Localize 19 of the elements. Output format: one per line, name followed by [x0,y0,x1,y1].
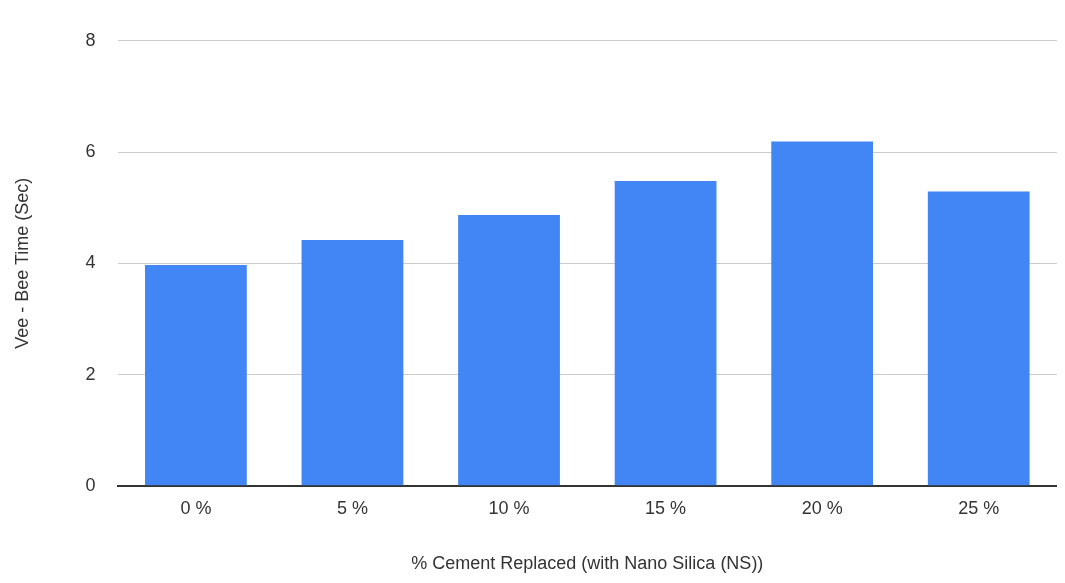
x-tick-label: 15 % [645,497,687,518]
bar [145,264,247,486]
x-tick-label: 10 % [488,497,530,518]
y-tick-label: 4 [85,252,96,273]
y-tick-label: 8 [85,29,96,50]
y-tick-label: 0 [85,474,96,495]
x-tick-label: 0 % [180,497,212,518]
bar [301,239,404,486]
x-axis-title: % Cement Replaced (with Nano Silica (NS)) [411,553,764,574]
x-tick-label: 5 % [336,497,368,518]
bar [614,180,717,486]
x-tick-label: 20 % [801,497,843,518]
bar [771,141,874,486]
bar [458,214,560,486]
bar [927,191,1030,486]
x-tick-label: 25 % [958,497,1000,518]
y-tick-label: 6 [85,141,96,162]
y-tick-label: 2 [85,363,96,384]
y-axis-title: Vee - Bee Time (Sec) [11,177,32,349]
